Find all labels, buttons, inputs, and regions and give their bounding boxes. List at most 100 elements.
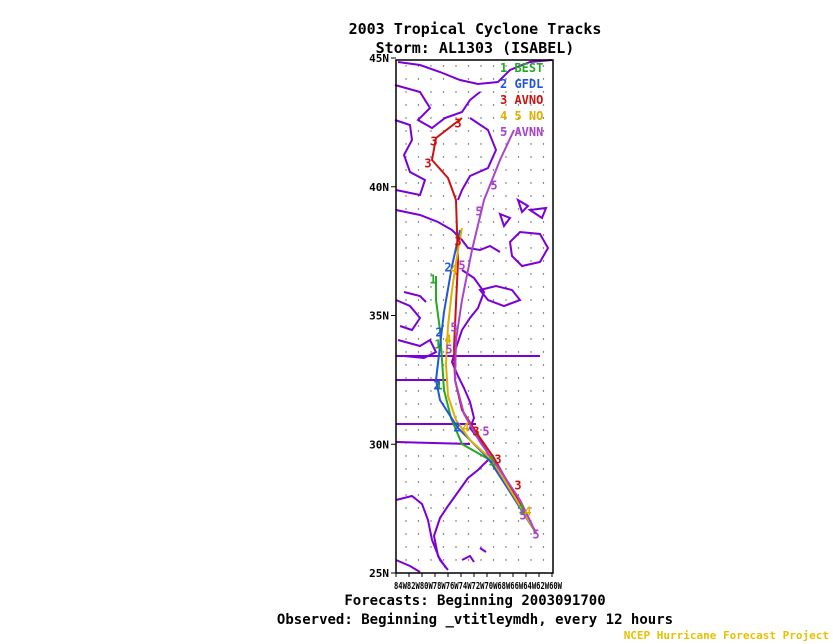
- grid-dot: [517, 377, 520, 379]
- track-marker-1: 1: [429, 273, 436, 287]
- grid-dot: [467, 429, 470, 431]
- track-marker-1: 1: [434, 338, 441, 352]
- grid-dot: [405, 494, 407, 496]
- grid-dot: [492, 169, 495, 171]
- grid-dot: [530, 117, 532, 119]
- chart-title: 2003 Tropical Cyclone Tracks: [348, 20, 602, 38]
- grid-dot: [505, 494, 507, 496]
- grid-dot: [505, 429, 507, 431]
- grid-dot: [417, 338, 420, 340]
- grid-dot: [455, 104, 457, 106]
- grid-dot: [417, 390, 420, 392]
- track-marker-2: 2: [435, 326, 442, 340]
- grid-dot: [542, 559, 545, 561]
- grid-dot: [492, 221, 495, 223]
- grid-dot: [442, 156, 445, 158]
- track-marker-1: 1: [518, 503, 525, 517]
- florida-gulf-coast: [395, 494, 449, 573]
- grid-dot: [417, 507, 420, 509]
- grid-dot: [530, 338, 532, 340]
- grid-dot: [430, 507, 432, 509]
- grid-dot: [430, 273, 432, 275]
- grid-dot: [455, 143, 457, 145]
- grid-dot: [480, 416, 482, 418]
- grid-dot: [417, 559, 420, 561]
- grid-dot: [430, 91, 432, 93]
- grid-dot: [530, 182, 532, 184]
- grid-dot: [405, 78, 407, 80]
- track-marker-4: 4: [450, 263, 457, 277]
- grid-dot: [442, 286, 445, 288]
- grid-dot: [430, 559, 432, 561]
- grid-dot: [530, 494, 532, 496]
- track-marker-5: 5: [490, 179, 497, 193]
- grid-dot: [542, 65, 545, 67]
- grid-dot: [405, 325, 407, 327]
- grid-dot: [505, 65, 507, 67]
- grid-dot: [405, 234, 407, 236]
- grid-dot: [517, 117, 520, 119]
- grid-dot: [417, 286, 420, 288]
- grid-dot: [455, 507, 457, 509]
- grid-dot: [492, 65, 495, 67]
- grid-dot: [417, 403, 420, 405]
- track-line-5: [453, 129, 537, 534]
- grid-dot: [442, 351, 445, 353]
- grid-dot: [530, 312, 532, 314]
- grid-dot: [505, 533, 507, 535]
- grid-dot: [417, 169, 420, 171]
- grid-dot: [455, 65, 457, 67]
- grid-dot: [405, 351, 407, 353]
- grid-dot: [517, 143, 520, 145]
- grid-dot: [542, 507, 545, 509]
- grid-dot: [430, 299, 432, 301]
- grid-dot: [480, 65, 482, 67]
- grid-dot: [417, 299, 420, 301]
- grid-dot: [417, 260, 420, 262]
- track-marker-2: 2: [453, 421, 460, 435]
- grid-dot: [442, 533, 445, 535]
- grid-dot: [542, 117, 545, 119]
- grid-dot: [542, 234, 545, 236]
- grid-dot: [417, 247, 420, 249]
- grid-dot: [405, 416, 407, 418]
- hudson-bay-coast: [394, 119, 427, 197]
- grid-dot: [480, 338, 482, 340]
- grid-dot: [517, 91, 520, 93]
- grid-dot: [480, 234, 482, 236]
- grid-dot: [467, 299, 470, 301]
- grid-dot: [542, 221, 545, 223]
- grid-dot: [430, 416, 432, 418]
- grid-dot: [467, 286, 470, 288]
- grid-dot: [405, 169, 407, 171]
- grid-dot: [442, 546, 445, 548]
- grid-dot: [405, 273, 407, 275]
- grid-dot: [405, 260, 407, 262]
- grid-dot: [530, 65, 532, 67]
- grid-dot: [405, 390, 407, 392]
- grid-dot: [505, 169, 507, 171]
- grid-dot: [442, 104, 445, 106]
- grid-dot: [505, 156, 507, 158]
- greenland-coast: [397, 59, 553, 86]
- grid-dot: [505, 468, 507, 470]
- grid-dot: [542, 312, 545, 314]
- grid-dot: [442, 169, 445, 171]
- maritime-coast: [461, 269, 486, 331]
- grid-dot: [480, 247, 482, 249]
- grid-dot: [517, 169, 520, 171]
- grid-dot: [530, 260, 532, 262]
- grid-dot: [492, 377, 495, 379]
- grid-dot: [430, 325, 432, 327]
- grid-dot: [492, 520, 495, 522]
- grid-dot: [492, 325, 495, 327]
- grid-dot: [442, 195, 445, 197]
- lon-axis-labels: 84W82W80W78W76W74W72W70W68W66W64W62W60W: [394, 581, 563, 592]
- grid-dot: [405, 221, 407, 223]
- grid-dot: [405, 468, 407, 470]
- grid-dot: [492, 559, 495, 561]
- grid-dot: [517, 403, 520, 405]
- grid-dot: [417, 104, 420, 106]
- grid-dot: [530, 455, 532, 457]
